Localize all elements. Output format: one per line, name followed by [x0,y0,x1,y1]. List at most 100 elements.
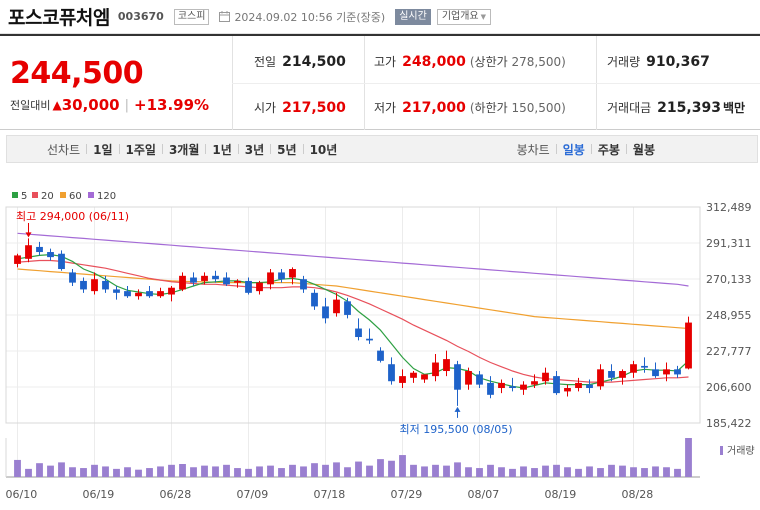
x-tick-label: 08/19 [545,488,577,501]
ma60-line [17,268,689,330]
candle-body[interactable] [487,382,494,395]
candle-body[interactable] [135,292,142,297]
tab-3y[interactable]: 3년 [244,142,265,157]
candle-body[interactable] [113,289,120,293]
company-info-dropdown[interactable]: 기업개요 ▼ [436,8,492,25]
candle-body[interactable] [102,280,109,290]
candle-body[interactable] [520,384,527,390]
stock-chart[interactable]: 5 20 60 120 312,489 291,311 270,133 248,955 227,… [0,170,760,510]
candle-body[interactable] [542,372,549,382]
volume-bar [366,465,373,477]
candle-body[interactable] [443,359,450,372]
volume-bar [564,467,571,477]
candle-body[interactable] [619,371,626,378]
candle-body[interactable] [586,384,593,389]
candle-body[interactable] [146,291,153,297]
candle-body[interactable] [465,371,472,385]
candle-body[interactable] [663,369,670,375]
candle-body[interactable] [564,388,571,392]
candle-body[interactable] [454,364,461,390]
candle-body[interactable] [377,350,384,361]
candlestick-chart[interactable]: 5 20 60 120 312,489 291,311 270,133 248,955 227,… [0,170,760,510]
candle-body[interactable] [91,279,98,292]
candle-body[interactable] [509,386,516,389]
tab-1w[interactable]: 1주일 [125,142,156,157]
candle-body[interactable] [278,272,285,280]
volume-bar [619,465,626,477]
candle-body[interactable] [366,338,373,341]
candle-body[interactable] [333,299,340,314]
candle-body[interactable] [14,255,21,264]
candle-body[interactable] [201,275,208,281]
candle-body[interactable] [47,252,54,258]
realtime-button[interactable]: 실시간 [395,8,431,25]
candle-body[interactable] [432,362,439,377]
candle-body[interactable] [630,364,637,373]
candle-body[interactable] [344,301,351,315]
candle-body[interactable] [124,291,131,297]
volume-bar [553,464,560,477]
stock-name[interactable]: 포스코퓨처엠 [8,7,110,29]
tab-line-chart[interactable]: 선차트 [47,142,81,157]
candle-body[interactable] [641,365,648,368]
y-tick-label: 206,600 [706,381,752,394]
candle-body[interactable] [245,280,252,293]
tab-daily[interactable]: 일봉 [562,142,585,157]
legend-label: 60 [69,191,82,202]
volume-bar [630,467,637,477]
candle-body[interactable] [608,371,615,378]
tab-10y[interactable]: 10년 [309,142,338,157]
tab-1d[interactable]: 1일 [93,142,113,157]
candle-body[interactable] [69,272,76,283]
candle-body[interactable] [256,282,263,292]
candle-body[interactable] [399,376,406,383]
candle-body[interactable] [652,369,659,377]
tab-3m[interactable]: 3개월 [168,142,200,157]
volume-bar [487,464,494,477]
candle-body[interactable] [289,269,296,278]
candle-body[interactable] [190,277,197,283]
tab-monthly[interactable]: 월봉 [632,142,655,157]
candle-body[interactable] [410,372,417,378]
candle-body[interactable] [168,287,175,295]
legend-label: 20 [41,191,54,202]
candle-body[interactable] [322,306,329,319]
candle-body[interactable] [553,376,560,394]
stock-header: 포스코퓨처엠 003670 코스피 2024.09.02 10:56 기준(장중… [0,0,760,34]
legend-label: 120 [97,191,116,202]
candle-body[interactable] [157,291,164,297]
legend-swatch [12,192,18,198]
candle-body[interactable] [80,280,87,290]
candle-body[interactable] [58,253,65,270]
candle-body[interactable] [212,275,219,280]
candle-body[interactable] [36,246,43,253]
candle-body[interactable] [300,279,307,290]
high-price: 고가 248,000 (상한가 278,500) [374,54,566,70]
candle-body[interactable] [355,328,362,338]
change-value: 30,000 [61,96,120,114]
candle-body[interactable] [531,381,538,385]
tab-1y[interactable]: 1년 [212,142,232,157]
candle-body[interactable] [267,272,274,285]
candle-body[interactable] [498,382,505,389]
tab-5y[interactable]: 5년 [277,142,297,157]
candle-body[interactable] [575,382,582,389]
tab-weekly[interactable]: 주봉 [597,142,620,157]
candle-body[interactable] [179,275,186,290]
separator [205,144,207,154]
candle-body[interactable] [685,322,692,369]
candle-body[interactable] [421,374,428,380]
candle-body[interactable] [388,364,395,382]
candle-body[interactable] [476,374,483,385]
tab-candle-chart[interactable]: 봉차트 [516,142,550,157]
change-percent: +13.99% [134,96,210,114]
candle-body[interactable] [311,292,318,307]
candle-body[interactable] [234,280,241,283]
x-tick-label: 06/28 [160,488,192,501]
x-tick-label: 07/29 [391,488,423,501]
candle-body[interactable] [223,277,230,285]
candle-body[interactable] [25,245,32,259]
candle-body[interactable] [597,369,604,387]
candle-body[interactable] [674,369,681,375]
volume-bar [685,438,692,477]
